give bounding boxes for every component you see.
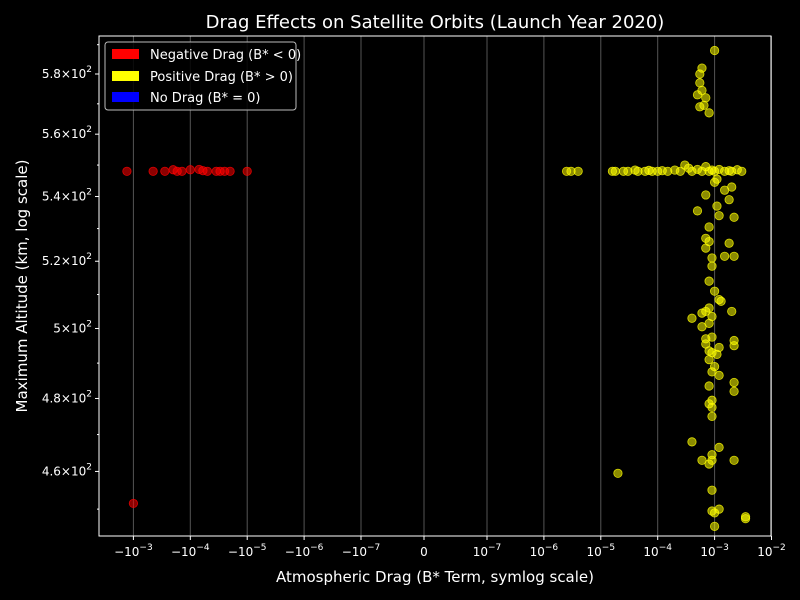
y-tick-label: 4.6×102 bbox=[42, 462, 92, 478]
data-point-series-1 bbox=[707, 253, 717, 263]
data-point-series-1 bbox=[707, 411, 717, 422]
data-point-series-1 bbox=[701, 243, 711, 253]
data-point-series-1 bbox=[704, 459, 714, 469]
data-point-series-0 bbox=[148, 166, 158, 176]
data-point-series-1 bbox=[729, 251, 739, 261]
data-point-series-1 bbox=[727, 306, 737, 317]
data-point-series-1 bbox=[613, 468, 623, 478]
x-tick-label: 10−3 bbox=[700, 543, 729, 559]
data-point-series-0 bbox=[177, 166, 187, 176]
data-point-series-1 bbox=[697, 455, 707, 465]
data-point-series-1 bbox=[707, 332, 717, 342]
legend-entry-positive: Positive Drag (B* > 0) bbox=[112, 70, 293, 85]
x-tick-label: 10−7 bbox=[473, 543, 502, 559]
chart-title: Drag Effects on Satellite Orbits (Launch… bbox=[206, 12, 665, 33]
data-point-series-0 bbox=[225, 166, 235, 176]
x-tick-label: 10−2 bbox=[757, 543, 786, 559]
data-point-series-0 bbox=[202, 166, 213, 176]
data-point-series-1 bbox=[709, 508, 720, 518]
data-point-series-1 bbox=[729, 377, 739, 388]
data-point-series-1 bbox=[729, 386, 739, 396]
data-point-series-1 bbox=[740, 514, 751, 524]
data-point-series-1 bbox=[704, 222, 714, 232]
plot-frame bbox=[98, 35, 772, 537]
data-point-series-1 bbox=[687, 313, 697, 323]
data-point-series-1 bbox=[695, 69, 705, 79]
data-point-series-0 bbox=[185, 165, 195, 175]
x-tick-label: 10−6 bbox=[530, 543, 559, 559]
data-point-series-1 bbox=[704, 276, 714, 286]
x-tick-label: −10−6 bbox=[285, 543, 324, 559]
data-point-series-1 bbox=[697, 308, 707, 318]
y-tick-label: 5.4×102 bbox=[42, 188, 92, 204]
data-point-series-1 bbox=[709, 45, 720, 56]
data-point-series-1 bbox=[712, 201, 722, 211]
data-point-series-1 bbox=[737, 166, 747, 176]
data-points bbox=[122, 45, 751, 531]
legend-swatch-zero bbox=[112, 92, 139, 102]
data-point-series-1 bbox=[720, 251, 730, 261]
data-point-series-1 bbox=[573, 166, 583, 176]
x-tick-label: −10−7 bbox=[342, 543, 381, 559]
data-point-series-1 bbox=[695, 102, 705, 112]
data-point-series-1 bbox=[704, 355, 714, 365]
x-axis-label: Atmospheric Drag (B* Term, symlog scale) bbox=[276, 568, 594, 586]
legend-label-negative: Negative Drag (B* < 0) bbox=[150, 48, 301, 63]
x-tick-label: 10−5 bbox=[587, 543, 616, 559]
legend-swatch-positive bbox=[112, 71, 139, 81]
data-point-series-1 bbox=[692, 90, 703, 100]
legend-label-zero: No Drag (B* = 0) bbox=[150, 91, 261, 106]
legend-entry-zero: No Drag (B* = 0) bbox=[112, 91, 261, 106]
data-point-series-1 bbox=[675, 166, 685, 176]
data-point-series-1 bbox=[724, 195, 734, 205]
y-tick-label: 5.2×102 bbox=[42, 252, 92, 268]
data-point-series-1 bbox=[714, 442, 724, 452]
y-tick-label: 4.8×102 bbox=[42, 389, 92, 405]
x-tick-label: −10−5 bbox=[228, 543, 267, 559]
data-point-series-1 bbox=[729, 455, 739, 465]
y-axis-label: Maximum Altitude (km, log scale) bbox=[13, 160, 31, 413]
data-point-series-1 bbox=[610, 166, 620, 176]
data-point-series-0 bbox=[160, 166, 170, 176]
data-point-series-1 bbox=[704, 381, 714, 391]
data-point-series-0 bbox=[128, 498, 138, 509]
data-point-series-1 bbox=[724, 238, 734, 248]
data-point-series-1 bbox=[727, 182, 737, 192]
data-point-series-1 bbox=[704, 108, 714, 118]
data-point-series-1 bbox=[701, 190, 711, 200]
legend: Negative Drag (B* < 0) Positive Drag (B*… bbox=[104, 41, 301, 111]
data-point-series-0 bbox=[122, 166, 132, 176]
data-point-series-0 bbox=[242, 166, 252, 176]
legend-entry-negative: Negative Drag (B* < 0) bbox=[112, 48, 301, 63]
x-tick-label: −10−3 bbox=[114, 543, 153, 559]
data-point-series-1 bbox=[729, 341, 739, 351]
data-point-series-1 bbox=[712, 349, 722, 359]
data-point-series-1 bbox=[707, 402, 717, 413]
data-point-series-1 bbox=[709, 286, 720, 296]
legend-box bbox=[104, 41, 297, 111]
x-axis-ticks: −10−3 −10−4 −10−5 −10−6 −10−7 0 10−7 10−6 10−5 10… bbox=[114, 536, 786, 559]
data-point-series-1 bbox=[712, 174, 722, 184]
data-point-series-1 bbox=[692, 206, 703, 216]
y-axis-ticks: 4.6×102 4.8×102 5×102 5.2×102 5.4×102 5.6×102… bbox=[42, 44, 99, 510]
data-point-series-1 bbox=[714, 211, 724, 221]
legend-swatch-negative bbox=[112, 49, 139, 59]
data-point-series-1 bbox=[707, 485, 717, 495]
x-tick-label: −10−4 bbox=[171, 543, 210, 559]
data-point-series-1 bbox=[716, 296, 726, 306]
data-point-series-1 bbox=[697, 322, 707, 332]
data-point-series-1 bbox=[701, 93, 711, 103]
data-point-series-1 bbox=[714, 370, 724, 381]
data-point-series-1 bbox=[707, 261, 717, 271]
legend-label-positive: Positive Drag (B* > 0) bbox=[150, 70, 293, 85]
y-tick-label: 5.8×102 bbox=[42, 65, 92, 81]
x-tick-label: 10−4 bbox=[643, 543, 672, 559]
data-point-series-1 bbox=[709, 521, 720, 531]
data-point-series-1 bbox=[687, 437, 697, 447]
data-point-series-1 bbox=[729, 212, 739, 222]
y-tick-label: 5.6×102 bbox=[42, 125, 92, 141]
x-tick-label: 0 bbox=[420, 545, 428, 559]
y-tick-label: 5×102 bbox=[53, 319, 92, 335]
